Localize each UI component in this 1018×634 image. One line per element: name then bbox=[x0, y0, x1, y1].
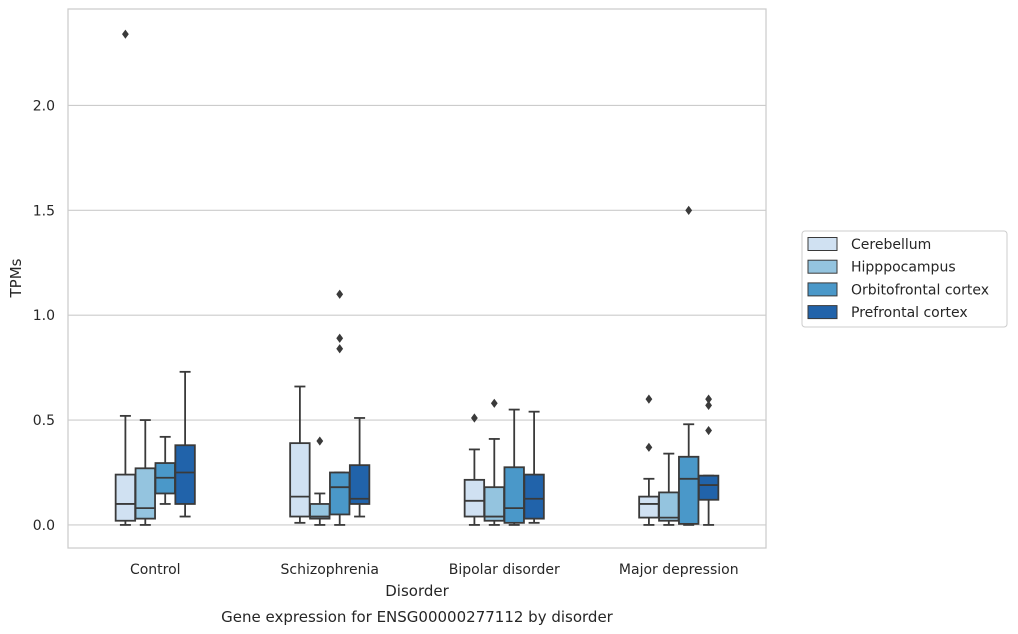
box-prefrontal-cortex bbox=[697, 394, 720, 526]
chart-caption: Gene expression for ENSG00000277112 by d… bbox=[221, 608, 614, 626]
legend-swatch bbox=[807, 237, 838, 251]
legend-label: Orbitofrontal cortex bbox=[851, 282, 989, 298]
box-orbitofrontal-cortex bbox=[154, 435, 176, 505]
outlier-point bbox=[316, 436, 324, 446]
box-iqr bbox=[697, 474, 720, 501]
box-cerebellum bbox=[463, 413, 486, 526]
boxes bbox=[114, 29, 720, 526]
box-prefrontal-cortex bbox=[348, 417, 371, 518]
box-hipppocampus bbox=[134, 419, 156, 526]
box-iqr bbox=[638, 495, 660, 519]
legend-swatch bbox=[807, 282, 838, 297]
x-tick-label: Bipolar disorder bbox=[449, 562, 560, 578]
box-iqr bbox=[658, 491, 680, 522]
y-tick-label: 2.0 bbox=[33, 98, 55, 114]
outlier-point bbox=[645, 442, 653, 452]
box-cerebellum bbox=[638, 394, 660, 526]
box-iqr bbox=[329, 471, 351, 516]
outlier-point bbox=[685, 205, 693, 215]
outlier-point bbox=[705, 400, 712, 410]
box-orbitofrontal-cortex bbox=[503, 408, 525, 526]
legend-frame bbox=[801, 230, 1008, 328]
box-orbitofrontal-cortex bbox=[678, 205, 700, 526]
outlier-point bbox=[336, 289, 344, 299]
x-tick-labels: Control Schizophrenia Bipolar disorder Majo… bbox=[130, 562, 739, 578]
x-axis-title: Disorder bbox=[385, 582, 449, 600]
box-iqr bbox=[134, 467, 156, 520]
x-tick-label: Control bbox=[130, 562, 181, 578]
box-iqr bbox=[348, 464, 371, 505]
box-prefrontal-cortex bbox=[523, 410, 545, 524]
box-iqr bbox=[503, 466, 525, 524]
legend-label: Cerebellum bbox=[851, 237, 931, 253]
x-tick-label: Schizophrenia bbox=[281, 562, 379, 578]
legend: Cerebellum Hipppocampus Orbitofrontal cort… bbox=[801, 230, 1008, 328]
legend-swatch bbox=[807, 305, 838, 320]
box-iqr bbox=[463, 478, 486, 518]
outlier-point bbox=[336, 344, 344, 354]
box-iqr bbox=[114, 473, 137, 522]
outlier-point bbox=[645, 394, 653, 404]
outlier-point bbox=[122, 29, 129, 39]
legend-label: Hipppocampus bbox=[851, 260, 956, 276]
outlier-point bbox=[705, 425, 712, 436]
gridlines bbox=[68, 104, 766, 526]
plot-area-frame bbox=[67, 8, 767, 549]
outlier-point bbox=[705, 394, 712, 404]
box-iqr bbox=[523, 473, 545, 520]
outlier-point bbox=[471, 413, 478, 423]
box-hipppocampus bbox=[309, 436, 331, 526]
box-hipppocampus bbox=[483, 398, 505, 526]
y-tick-label: 1.0 bbox=[33, 308, 55, 324]
outlier-point bbox=[490, 398, 498, 408]
box-iqr bbox=[678, 455, 700, 525]
y-tick-label: 1.5 bbox=[33, 203, 55, 219]
y-axis-title: TPMs bbox=[7, 258, 25, 298]
box-iqr bbox=[174, 444, 196, 505]
x-tick-label: Major depression bbox=[619, 562, 739, 578]
legend-label: Prefrontal cortex bbox=[851, 305, 968, 321]
legend-swatch bbox=[807, 259, 838, 274]
box-hipppocampus bbox=[658, 452, 680, 526]
y-tick-labels: 0.0 0.5 1.0 1.5 2.0 bbox=[33, 98, 55, 533]
box-cerebellum bbox=[114, 29, 137, 526]
box-prefrontal-cortex bbox=[174, 370, 196, 518]
box-orbitofrontal-cortex bbox=[329, 289, 351, 526]
y-tick-label: 0.0 bbox=[33, 518, 55, 534]
outlier-point bbox=[336, 333, 344, 343]
y-tick-label: 0.5 bbox=[33, 413, 55, 429]
box-iqr bbox=[289, 442, 311, 518]
box-cerebellum bbox=[289, 385, 311, 524]
